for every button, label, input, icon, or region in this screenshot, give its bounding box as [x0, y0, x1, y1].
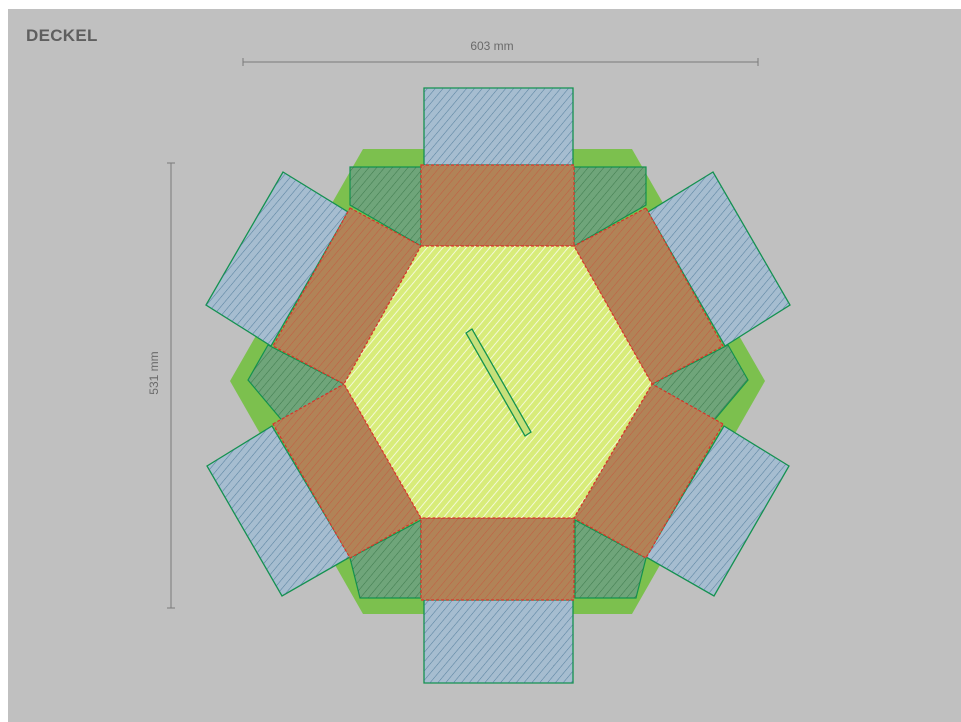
- outer-flap: [646, 426, 789, 596]
- side-panel: [272, 207, 422, 385]
- width-dimension: 603 mm: [242, 39, 759, 66]
- outer-flap: [207, 426, 350, 596]
- side-panel: [420, 517, 575, 601]
- center-slot: [465, 328, 532, 437]
- side-panel: [573, 207, 724, 385]
- outer-flaps: [205, 87, 791, 684]
- corner-flap: [574, 167, 646, 246]
- corner-flap: [575, 520, 646, 598]
- outer-flap: [206, 172, 348, 346]
- height-dimension: 531 mm: [147, 162, 175, 609]
- corner-flap: [350, 167, 421, 246]
- width-label: 603 mm: [470, 39, 513, 53]
- side-panels: [272, 164, 724, 601]
- diagram-title: DECKEL: [26, 26, 98, 45]
- corner-flap: [350, 520, 421, 598]
- corner-flap: [248, 345, 344, 424]
- side-panel: [420, 164, 575, 247]
- corner-flap: [652, 345, 748, 424]
- outer-flap: [424, 600, 573, 683]
- outer-flap: [424, 88, 573, 165]
- outer-flap: [648, 172, 790, 346]
- corner-flaps: [247, 166, 749, 599]
- height-label: 531 mm: [147, 351, 161, 394]
